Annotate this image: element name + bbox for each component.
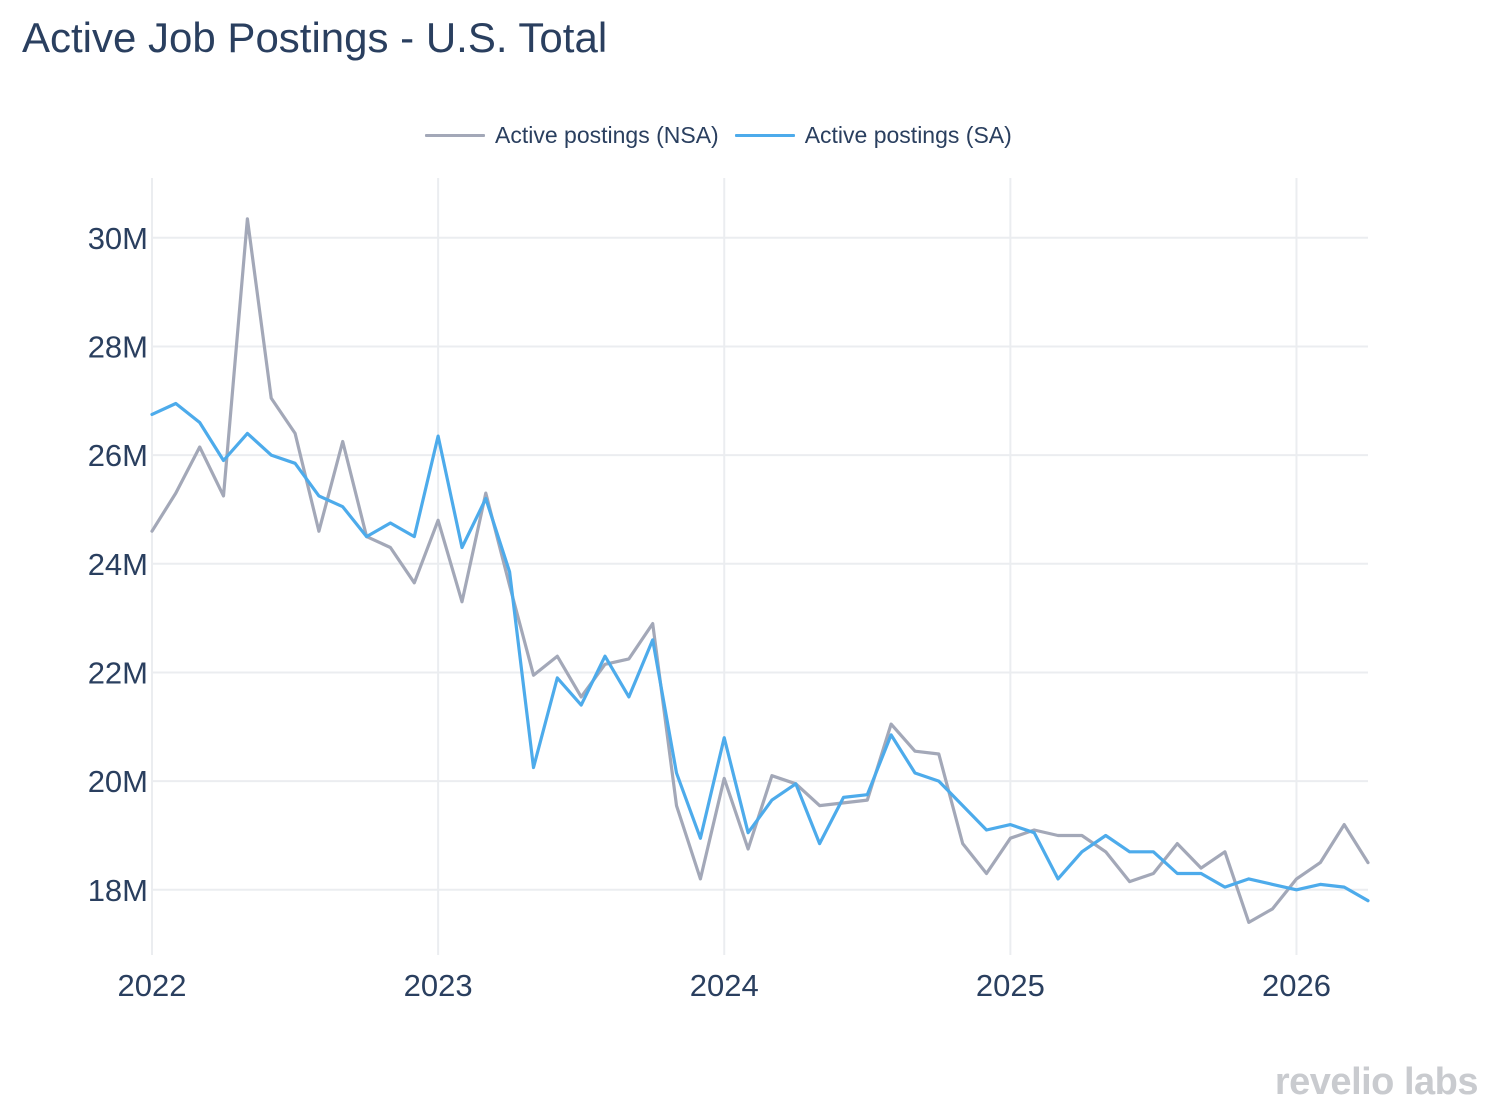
y-tick-label: 26M <box>88 438 148 473</box>
legend-label-nsa: Active postings (NSA) <box>495 121 719 148</box>
revelio-labs-logo: revelio labs <box>1274 1061 1479 1103</box>
x-axis-ticks: 2022 2023 2024 2025 2026 <box>118 968 1331 1003</box>
y-tick-label: 28M <box>88 329 148 364</box>
y-tick-label: 18M <box>88 873 148 908</box>
legend-item-sa[interactable]: Active postings (SA) <box>734 121 1012 149</box>
y-tick-label: 24M <box>88 547 148 582</box>
legend-swatch-sa <box>734 133 795 137</box>
legend-item-nsa[interactable]: Active postings (NSA) <box>425 122 719 149</box>
y-axis-ticks: 18M 20M 22M 24M 26M 28M 30M <box>88 221 148 908</box>
series-line-sa <box>150 401 1370 903</box>
grid <box>151 178 1368 955</box>
series-line-nsa <box>150 217 1370 925</box>
y-tick-label: 20M <box>88 764 148 799</box>
chart-title: Active Job Postings - U.S. Total <box>22 14 608 61</box>
series-layer <box>150 217 1370 925</box>
legend-label-sa: Active postings (SA) <box>804 121 1012 148</box>
x-tick-label: 2026 <box>1262 968 1331 1003</box>
legend: Active postings (NSA) Active postings (S… <box>425 118 1012 152</box>
y-tick-label: 22M <box>88 655 148 690</box>
y-tick-label: 30M <box>88 221 148 256</box>
x-tick-label: 2023 <box>404 968 473 1003</box>
x-tick-label: 2025 <box>976 968 1045 1003</box>
x-tick-label: 2022 <box>118 968 187 1003</box>
x-tick-label: 2024 <box>690 968 759 1003</box>
legend-swatch-nsa <box>425 133 485 137</box>
